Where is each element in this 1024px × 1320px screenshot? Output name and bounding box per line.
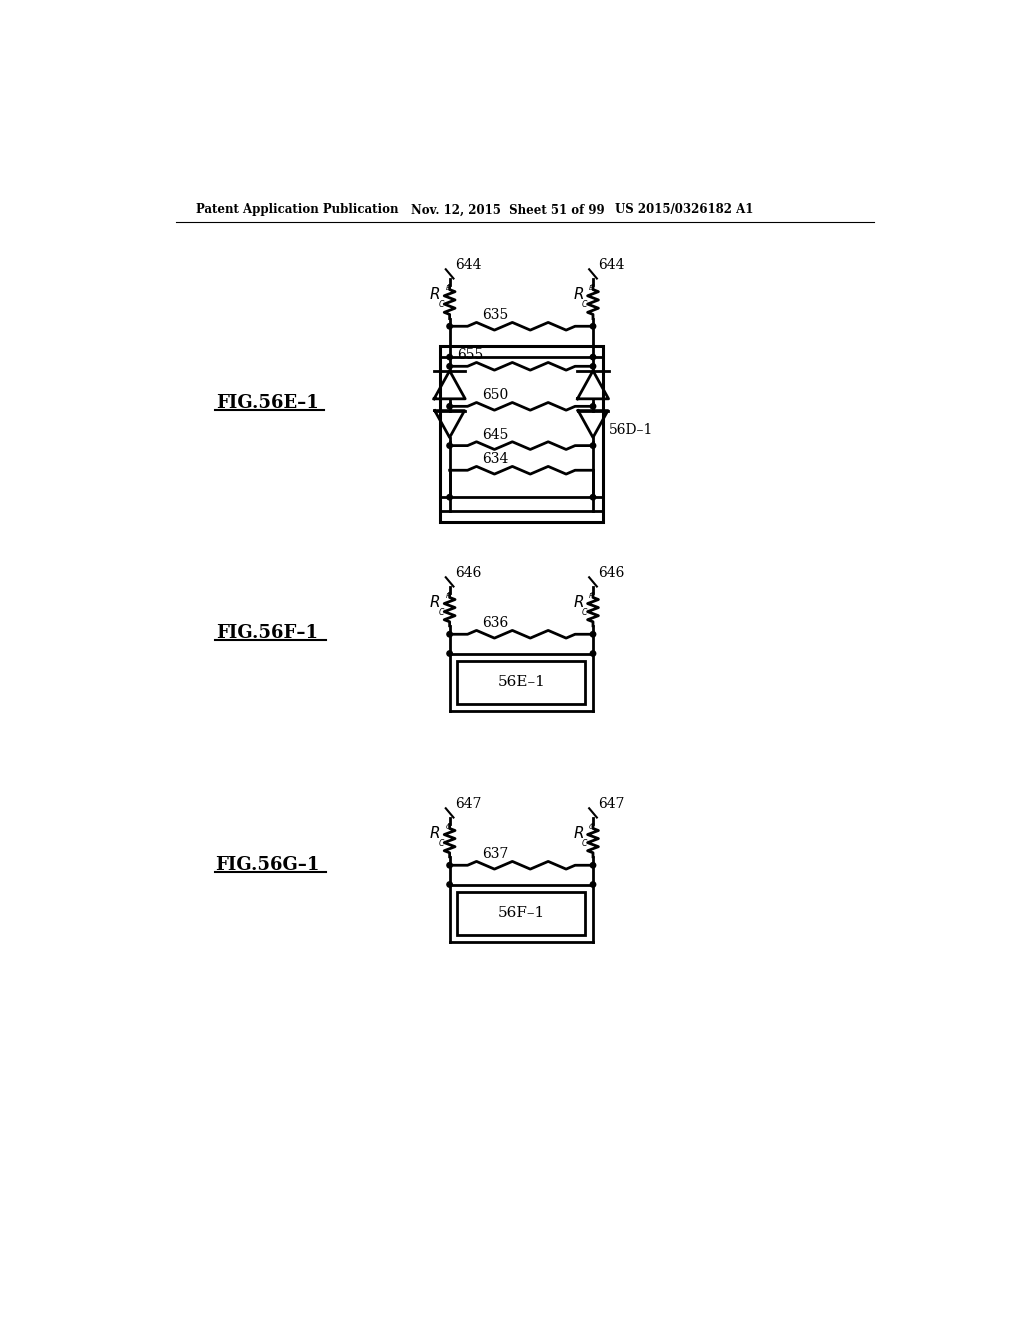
Circle shape: [446, 495, 453, 500]
Text: 56F–1: 56F–1: [498, 907, 545, 920]
Text: 635: 635: [482, 309, 509, 322]
Circle shape: [590, 323, 596, 329]
Text: 650: 650: [482, 388, 509, 403]
Circle shape: [590, 354, 596, 360]
Text: US 2015/0326182 A1: US 2015/0326182 A1: [614, 203, 753, 216]
Circle shape: [590, 631, 596, 638]
Text: 56D–1: 56D–1: [608, 424, 653, 437]
Text: 646: 646: [455, 565, 481, 579]
Circle shape: [590, 651, 596, 656]
Text: 655: 655: [458, 348, 483, 363]
Text: $_{C}$: $_{C}$: [582, 607, 589, 619]
Text: 645: 645: [482, 428, 509, 442]
Text: $^{F}$: $^{F}$: [445, 594, 451, 603]
Text: $R$: $R$: [572, 594, 584, 610]
Text: $^{E}$: $^{E}$: [589, 286, 595, 296]
Text: 644: 644: [455, 257, 481, 272]
Circle shape: [446, 862, 453, 869]
Circle shape: [590, 363, 596, 370]
Text: 56E–1: 56E–1: [498, 676, 545, 689]
Text: $^{G}$: $^{G}$: [445, 825, 452, 834]
Text: $R$: $R$: [572, 825, 584, 841]
Text: 647: 647: [455, 796, 481, 810]
Text: $_{C}$: $_{C}$: [438, 607, 445, 619]
Text: 644: 644: [598, 257, 625, 272]
Text: $^{F}$: $^{F}$: [589, 594, 594, 603]
Text: 636: 636: [482, 616, 509, 631]
Text: $R$: $R$: [429, 594, 440, 610]
Circle shape: [446, 631, 453, 638]
Text: $_{C}$: $_{C}$: [582, 300, 589, 312]
Text: FIG.56G–1: FIG.56G–1: [215, 857, 319, 874]
Text: $_{C}$: $_{C}$: [438, 838, 445, 850]
Text: $R$: $R$: [429, 825, 440, 841]
Text: $_{C}$: $_{C}$: [582, 838, 589, 850]
Circle shape: [446, 354, 453, 360]
Text: $^{E}$: $^{E}$: [445, 286, 452, 296]
Bar: [458, 661, 586, 704]
Circle shape: [590, 862, 596, 869]
Text: $R$: $R$: [572, 286, 584, 302]
Circle shape: [446, 882, 453, 887]
Text: Nov. 12, 2015  Sheet 51 of 99: Nov. 12, 2015 Sheet 51 of 99: [411, 203, 604, 216]
Text: $_{C}$: $_{C}$: [438, 300, 445, 312]
Circle shape: [446, 404, 453, 409]
Bar: [439, 346, 603, 521]
Text: 637: 637: [482, 847, 509, 862]
Circle shape: [590, 495, 596, 500]
Circle shape: [590, 882, 596, 887]
Circle shape: [446, 323, 453, 329]
Circle shape: [446, 444, 453, 449]
Text: Patent Application Publication: Patent Application Publication: [197, 203, 398, 216]
Circle shape: [446, 363, 453, 370]
Text: 647: 647: [598, 796, 625, 810]
Circle shape: [590, 404, 596, 409]
Text: FIG.56F–1: FIG.56F–1: [216, 624, 318, 643]
Circle shape: [446, 651, 453, 656]
Text: 646: 646: [598, 565, 625, 579]
Text: FIG.56E–1: FIG.56E–1: [216, 395, 318, 412]
Text: 634: 634: [482, 453, 509, 466]
Bar: [458, 892, 586, 935]
Text: $R$: $R$: [429, 286, 440, 302]
Text: $^{G}$: $^{G}$: [589, 825, 595, 834]
Circle shape: [590, 444, 596, 449]
